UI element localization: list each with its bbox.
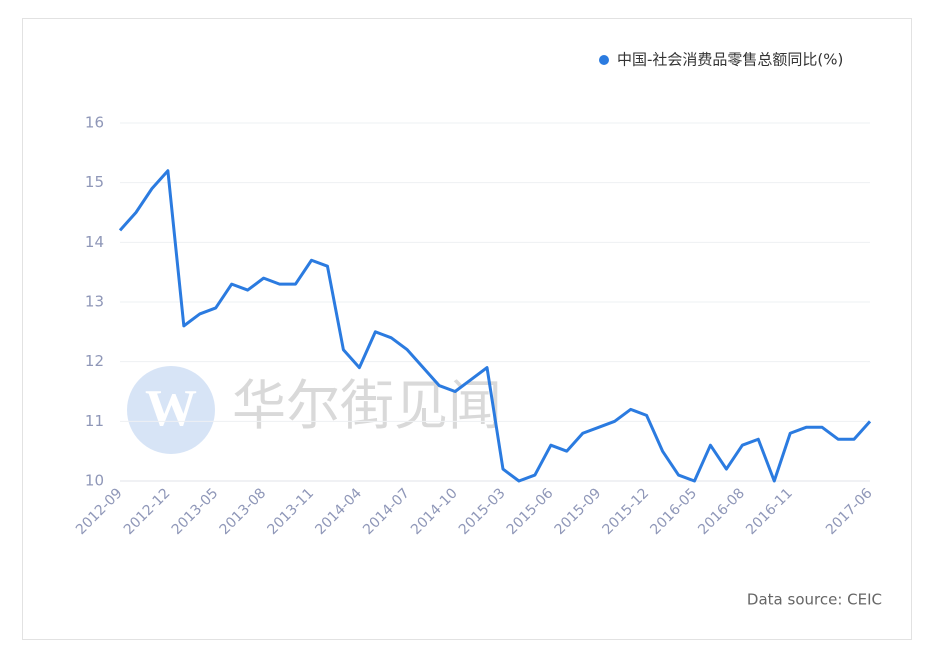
y-tick-label: 15 [85,173,104,191]
legend-marker [599,55,609,65]
svg-text:W: W [145,380,197,437]
y-tick-label: 13 [85,293,104,311]
line [118,169,872,483]
legend-label: 中国-社会消费品零售总额同比(%) [617,51,843,69]
watermark-logo: W [127,366,215,454]
source: Data source: CEIC [747,591,882,609]
y-tick-label: 16 [85,114,104,132]
y-tick-label: 10 [85,472,104,490]
y-tick-label: 11 [85,412,104,430]
watermark: 华尔街见闻 [232,374,502,437]
frame [22,18,912,640]
y-tick-label: 14 [85,233,104,251]
y-tick-label: 12 [85,352,104,370]
